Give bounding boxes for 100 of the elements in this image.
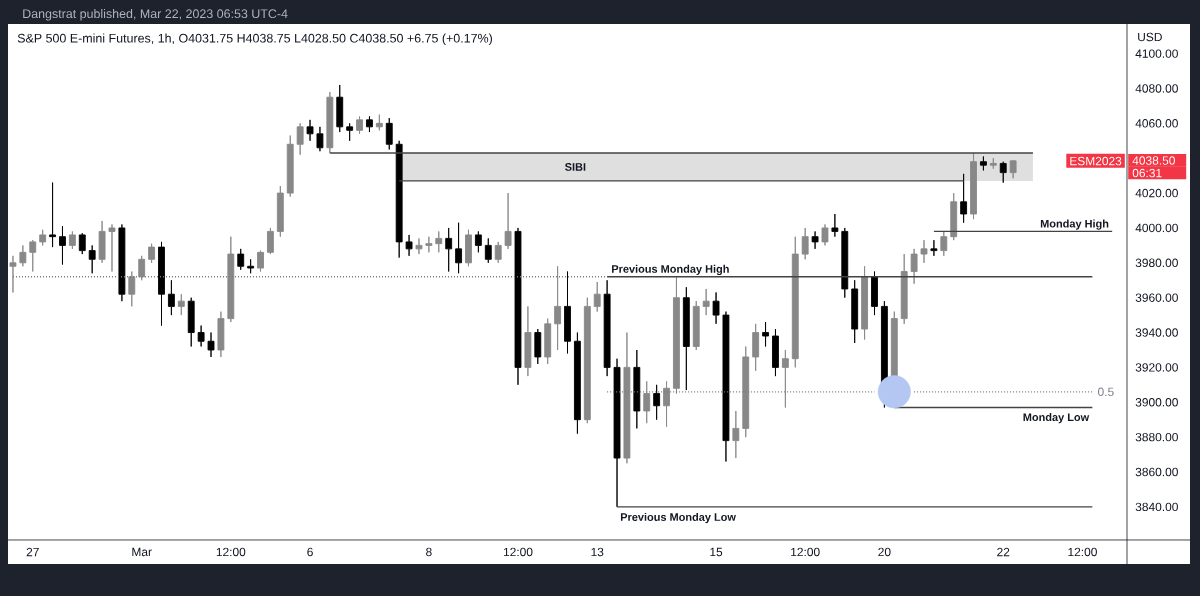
candlestick <box>316 126 324 152</box>
candlestick <box>702 288 710 316</box>
candlestick <box>286 135 294 198</box>
candlestick <box>989 157 997 170</box>
candlestick <box>583 297 591 424</box>
candlestick <box>167 279 175 316</box>
y-tick-label: 4000.00 <box>1135 223 1178 233</box>
candlestick <box>19 244 27 267</box>
candlestick <box>861 265 869 340</box>
candlestick <box>356 115 363 135</box>
candlestick <box>781 349 789 408</box>
candlestick <box>841 227 849 299</box>
candlestick <box>59 225 66 265</box>
candlestick <box>128 271 136 307</box>
y-tick-label: 3960.00 <box>1135 293 1178 302</box>
series-label: Monday High <box>1040 219 1109 230</box>
candlestick <box>801 227 809 260</box>
candlestick <box>762 321 769 347</box>
candlestick <box>544 318 552 365</box>
candlestick <box>524 305 532 377</box>
x-tick-label: Mar <box>132 547 152 557</box>
candlestick <box>940 230 948 257</box>
x-tick-label: 12:00 <box>503 547 533 557</box>
candlestick <box>564 271 571 354</box>
candlestick <box>207 332 215 358</box>
candlestick <box>871 271 878 316</box>
text: Dangstrat published, Mar 22, 2023 06:53 UTC-4 <box>23 8 288 21</box>
candlestick <box>900 253 908 325</box>
y-tick-label: 4100.00 <box>1135 49 1178 58</box>
candlestick <box>138 255 146 281</box>
candlestick <box>653 384 661 421</box>
candlestick <box>247 258 255 274</box>
candlestick <box>950 192 958 241</box>
x-tick-label: 20 <box>878 547 891 557</box>
candlestick <box>276 185 284 238</box>
candlestick <box>732 410 740 459</box>
text: S&P 500 E-mini Futures, 1h, O4031.75 H4038.75 L4028.50 C4038.50 +6.75 (+0.17%) <box>17 33 492 46</box>
candlestick <box>752 323 760 372</box>
candlestick <box>999 161 1007 184</box>
series-label: Monday Low <box>1023 413 1090 424</box>
candlestick <box>811 230 819 250</box>
candlestick <box>68 230 76 250</box>
candlestick <box>148 243 156 264</box>
y-axis-title: USD <box>1138 32 1162 42</box>
candlestick <box>712 292 720 325</box>
candlestick <box>98 220 106 264</box>
y-tick-label: 3880.00 <box>1135 432 1178 442</box>
x-tick-label: 15 <box>710 547 723 557</box>
candlestick <box>673 276 680 394</box>
series-label: Previous Monday High <box>612 264 729 276</box>
candlestick <box>346 122 354 142</box>
x-tick-label: 8 <box>426 547 432 557</box>
y-tick-label: 4060.00 <box>1135 119 1178 128</box>
candlestick <box>613 358 621 508</box>
candlestick <box>177 293 185 316</box>
x-tick-label: 12:00 <box>216 547 246 557</box>
candlestick <box>573 332 581 435</box>
candlestick <box>227 236 235 323</box>
y-tick-label: 4080.00 <box>1135 84 1178 93</box>
candlestick <box>970 152 977 220</box>
candlestick <box>445 227 453 272</box>
candlestick <box>722 311 730 462</box>
candlestick <box>821 224 829 246</box>
series-label: SIBI <box>565 163 586 171</box>
candlestick <box>980 156 987 171</box>
text: 06:31 <box>1132 168 1162 178</box>
candlestick <box>78 232 86 255</box>
candlestick <box>643 380 651 424</box>
candlestick <box>623 332 631 464</box>
x-tick-label: 22 <box>997 547 1010 557</box>
candlestick <box>435 230 443 253</box>
candlestick <box>257 250 264 272</box>
candlestick <box>29 239 37 272</box>
candlestick <box>910 248 918 285</box>
annotation: ESM2023 <box>1070 156 1122 166</box>
candlestick <box>49 182 56 248</box>
candlestick <box>118 224 126 302</box>
y-tick-label: 3980.00 <box>1135 258 1178 268</box>
candlestick <box>465 229 472 267</box>
candlestick <box>484 237 492 264</box>
candlestick <box>366 115 373 133</box>
candlestick <box>742 346 750 438</box>
candlestick <box>336 84 344 133</box>
candlestick <box>593 281 601 313</box>
candlestick <box>375 114 383 131</box>
candlestick <box>692 300 700 351</box>
candlestick <box>267 227 274 255</box>
candlestick <box>9 255 17 293</box>
x-tick-label: 12:00 <box>1068 547 1097 557</box>
candlestick <box>158 241 165 327</box>
candlestick <box>187 297 195 347</box>
x-tick-label: 12:00 <box>791 547 820 557</box>
candlestick <box>455 222 462 274</box>
series-label: Previous Monday Low <box>620 512 736 524</box>
candlestick <box>1009 159 1017 179</box>
candlestick <box>960 173 968 224</box>
candlestick <box>197 325 205 347</box>
y-tick-label: 3940.00 <box>1135 328 1178 337</box>
y-tick-label: 3840.00 <box>1135 502 1178 512</box>
candlestick <box>88 244 96 274</box>
